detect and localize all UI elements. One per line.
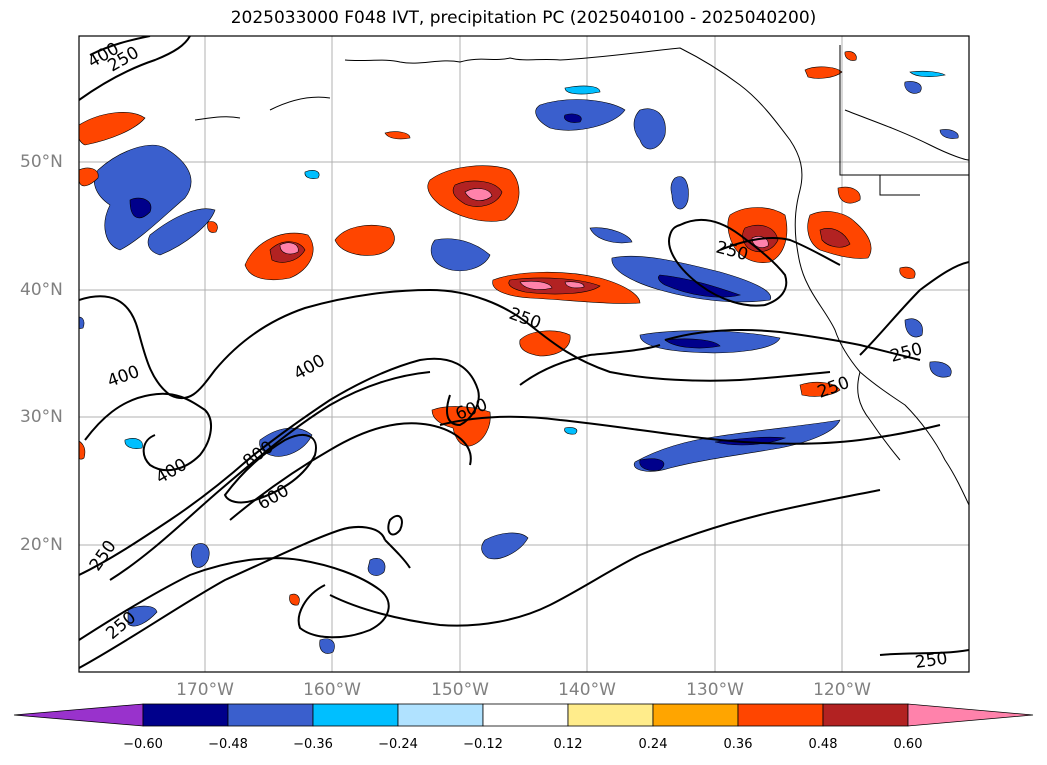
colorbar-tick-label: 0.36: [723, 737, 753, 752]
negative-anomaly-areas: [79, 70, 959, 654]
ivt-contours: [79, 36, 969, 669]
colorbar-tick-label: 0.24: [638, 737, 668, 752]
lat-label-40n: 40°N: [20, 280, 63, 300]
colorbar-tick-label: 0.12: [553, 737, 583, 752]
colorbar-segment: [737, 703, 824, 727]
colorbar: [13, 703, 1034, 727]
colorbar-segment: [652, 703, 739, 727]
colorbar-segment: [312, 703, 399, 727]
colorbar-segment: [142, 703, 229, 727]
colorbar-tick-label: −0.12: [463, 737, 503, 752]
colorbar-tick-label: 0.48: [808, 737, 838, 752]
positive-anomaly-areas: [79, 51, 916, 606]
lon-label-140w: 140°W: [558, 680, 616, 700]
lon-label-160w: 160°W: [303, 680, 361, 700]
lon-label-170w: 170°W: [176, 680, 234, 700]
colorbar-extend-max: [907, 703, 1034, 727]
colorbar-extend-min: [13, 703, 144, 727]
colorbar-tick-label: −0.60: [123, 737, 163, 752]
colorbar-segment: [397, 703, 484, 727]
colorbar-tick-label: −0.48: [208, 737, 248, 752]
plot-frame: [78, 35, 970, 673]
lat-label-30n: 30°N: [20, 407, 63, 427]
colorbar-segment: [567, 703, 654, 727]
colorbar-segment: [822, 703, 909, 727]
contour-label: 250: [914, 649, 949, 673]
coastlines: [194, 45, 969, 506]
plot-area: [79, 36, 969, 672]
lat-label-50n: 50°N: [20, 152, 63, 172]
colorbar-tick-label: 0.60: [893, 737, 923, 752]
map-title: 2025033000 F048 IVT, precipitation PC (2…: [230, 8, 817, 28]
lon-label-120w: 120°W: [813, 680, 871, 700]
lon-label-130w: 130°W: [686, 680, 744, 700]
colorbar-tick-label: −0.36: [293, 737, 333, 752]
lat-label-20n: 20°N: [20, 535, 63, 555]
colorbar-segment: [227, 703, 314, 727]
colorbar-tick-label: −0.24: [378, 737, 418, 752]
lon-label-150w: 150°W: [431, 680, 489, 700]
colorbar-segment: [482, 703, 569, 727]
